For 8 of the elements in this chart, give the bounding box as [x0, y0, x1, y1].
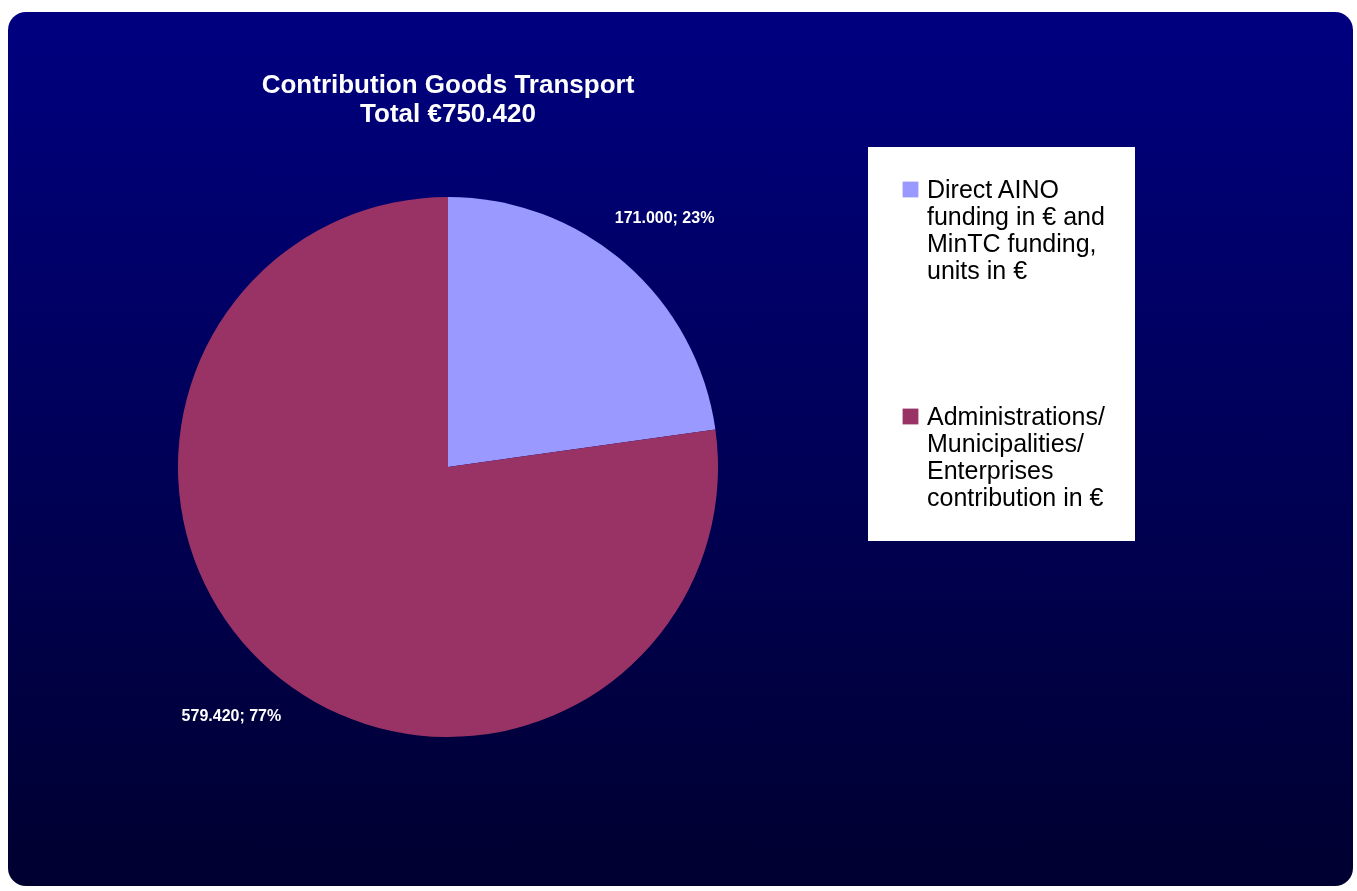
chart-subtitle: Total €750.420	[360, 98, 536, 128]
data-label: 171.000; 23%	[614, 209, 715, 227]
chart-title: Contribution Goods Transport	[261, 69, 635, 99]
pie-slice	[448, 197, 716, 467]
legend-label: Direct AINO funding in € and MinTC funding, units in €	[927, 174, 1105, 284]
pie-slice	[178, 197, 718, 737]
legend-label: Administrations/ Municipalities/ Enterprises contribution in €	[927, 401, 1105, 511]
data-label: 579.420; 77%	[181, 706, 282, 724]
